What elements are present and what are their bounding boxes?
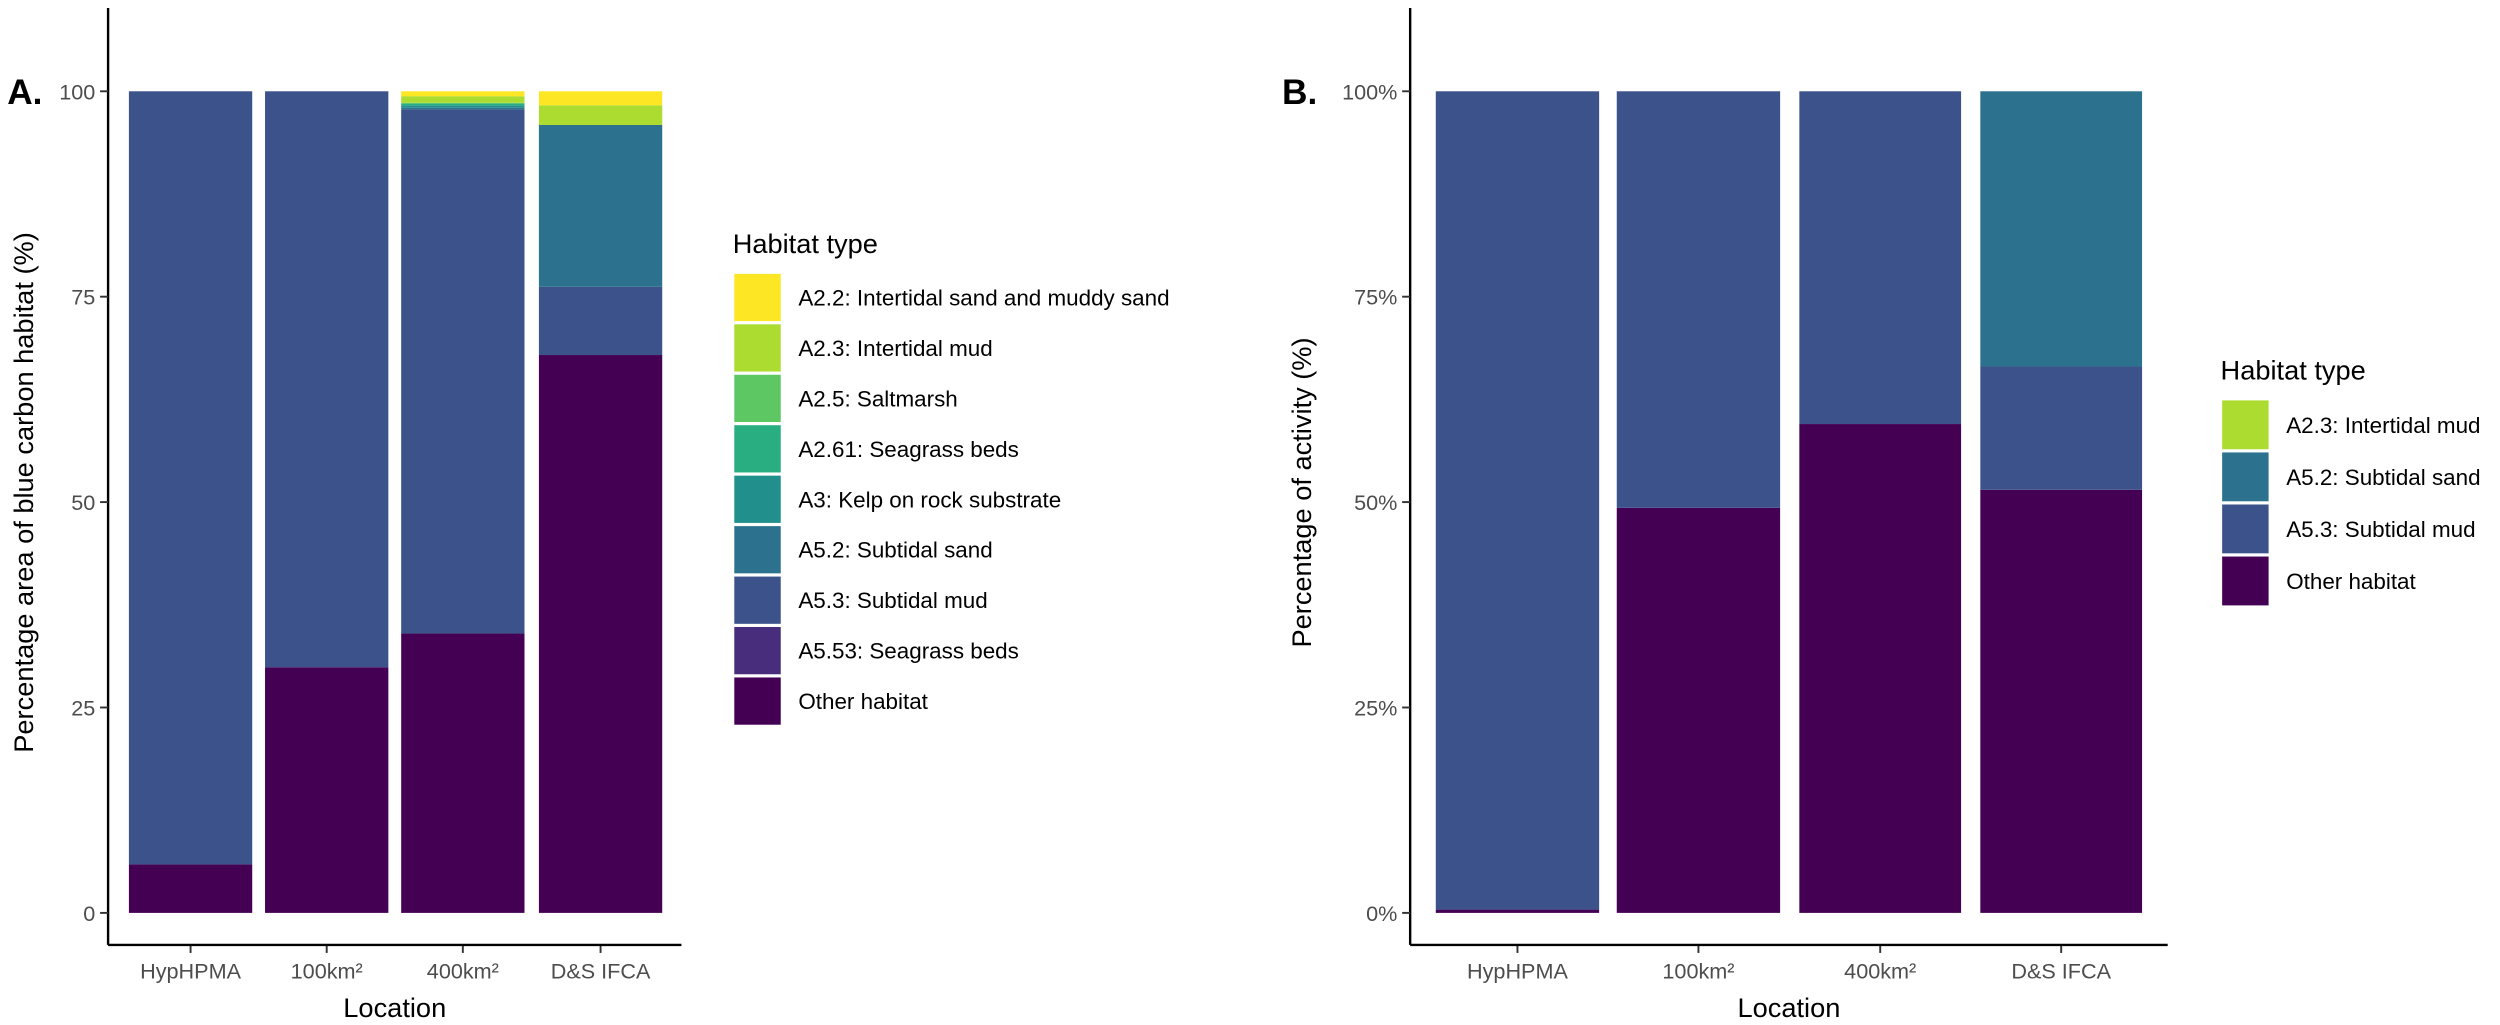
bar-segment — [538, 286, 663, 356]
legend-key — [734, 576, 781, 624]
bar-segment — [265, 91, 389, 668]
bar-segment — [401, 109, 525, 634]
bar-segment — [1799, 91, 1962, 425]
x-tick-label: 400km² — [427, 959, 499, 984]
x-tick-label: 100km² — [1662, 959, 1734, 984]
x-tick-label: HypHPMA — [140, 959, 241, 984]
legend-label: A5.3: Subtidal mud — [798, 588, 987, 613]
legend-key — [2222, 452, 2269, 502]
legend-label: A2.3: Intertidal mud — [2286, 413, 2480, 438]
x-tick-label: HypHPMA — [1467, 959, 1568, 984]
bar-segment — [401, 102, 525, 104]
y-axis-title: Percentage area of blue carbon habitat (… — [8, 232, 39, 753]
x-axis-title: Location — [343, 992, 446, 1023]
chart-a: HypHPMA 100km² 400km² D&S IFCA 0 25 50 75 100 Loc… — [7, 8, 1170, 1023]
bar-segment — [538, 91, 663, 106]
y-tick-label: 0% — [1366, 901, 1397, 926]
bar-segment — [1980, 366, 2143, 490]
bar-segment — [1799, 424, 1962, 913]
legend-key — [734, 526, 781, 574]
y-tick-label: 50 — [71, 490, 95, 515]
panel-label: A. — [7, 73, 42, 112]
bar-segment — [401, 103, 525, 106]
bar-segment — [538, 124, 663, 287]
y-tick-label: 50% — [1354, 490, 1397, 515]
panel-label: B. — [1282, 73, 1317, 112]
bar-segment — [538, 355, 663, 913]
bar-segment — [401, 105, 525, 108]
x-axis-title: Location — [1737, 992, 1840, 1023]
x-tick-label: 400km² — [1844, 959, 1916, 984]
y-tick-label: 100 — [59, 79, 95, 104]
legend-label: A5.2: Subtidal sand — [798, 538, 992, 563]
x-tick-label: D&S IFCA — [2011, 959, 2111, 984]
bar-segment — [538, 105, 663, 125]
legend-label: A2.2: Intertidal sand and muddy sand — [798, 285, 1169, 310]
x-tick-label: 100km² — [291, 959, 363, 984]
bar-segment — [1980, 489, 2143, 913]
y-tick-label: 75 — [71, 285, 95, 310]
bar-segment — [1616, 91, 1781, 508]
legend-label: Other habitat — [2286, 569, 2416, 594]
bar-segment — [401, 96, 525, 103]
legend-label: Other habitat — [798, 689, 928, 714]
legend-label: A5.2: Subtidal sand — [2286, 465, 2480, 490]
x-tick-label: D&S IFCA — [551, 959, 651, 984]
legend-label: A5.3: Subtidal mud — [2286, 517, 2475, 542]
bar-segment — [265, 667, 389, 913]
bar-segment — [1435, 91, 1600, 910]
bar-segment — [401, 633, 525, 913]
legend-key — [2222, 556, 2269, 606]
legend-key — [734, 627, 781, 675]
legend-label: A5.53: Seagrass beds — [798, 639, 1018, 664]
bar-segment — [128, 91, 253, 865]
y-axis-title: Percentage of activity (%) — [1286, 337, 1317, 647]
bar-segment — [1980, 91, 2143, 367]
bar-segment — [401, 91, 525, 97]
bar-segment — [128, 864, 253, 913]
legend-key — [734, 475, 781, 523]
legend-key — [734, 324, 781, 372]
legend-key — [734, 374, 781, 423]
legend-title: Habitat type — [2221, 355, 2366, 386]
legend-label: A3: Kelp on rock substrate — [798, 487, 1061, 512]
legend-key — [734, 677, 781, 725]
chart-b: HypHPMA 100km² 400km² D&S IFCA 0% 25% 50% 75% 10… — [1282, 8, 2481, 1023]
legend-label: A2.3: Intertidal mud — [798, 336, 992, 361]
legend-label: A2.5: Saltmarsh — [798, 386, 957, 411]
y-tick-label: 25 — [71, 695, 95, 720]
y-tick-label: 75% — [1354, 285, 1397, 310]
legend-key — [2222, 400, 2269, 450]
y-tick-label: 100% — [1342, 79, 1397, 104]
y-tick-label: 0 — [83, 901, 95, 926]
bar-segment — [1616, 507, 1781, 913]
y-tick-label: 25% — [1354, 695, 1397, 720]
legend-key — [734, 425, 781, 473]
legend-key — [2222, 504, 2269, 554]
legend-title: Habitat type — [733, 228, 878, 259]
legend-label: A2.61: Seagrass beds — [798, 437, 1018, 462]
bar-segment — [1435, 909, 1600, 913]
legend-key — [734, 273, 781, 322]
bar-segment — [401, 107, 525, 110]
